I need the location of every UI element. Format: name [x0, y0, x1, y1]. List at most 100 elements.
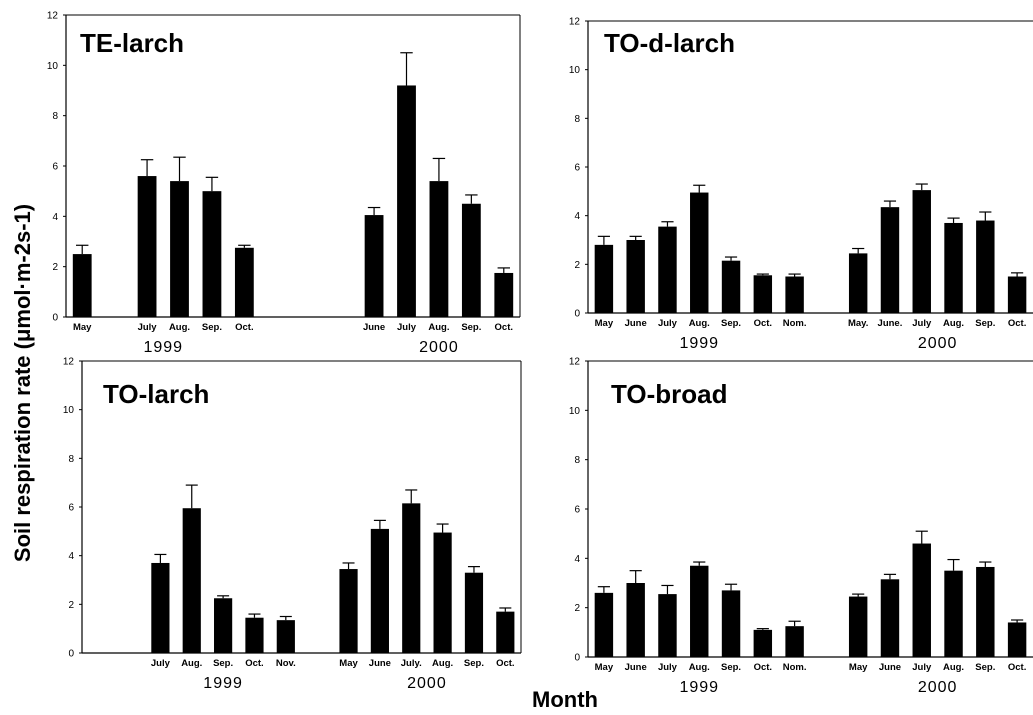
x-tick-label: Aug.	[943, 318, 964, 329]
x-tick-label: Nov.	[276, 658, 296, 669]
y-tick-label: 10	[569, 65, 581, 76]
x-tick-label: Oct.	[754, 318, 772, 329]
x-tick-label: July	[658, 318, 678, 329]
x-tick-label: May	[339, 658, 358, 669]
y-tick-label: 10	[63, 405, 75, 416]
x-tick-label: Sep.	[721, 318, 741, 329]
bar	[785, 626, 804, 657]
chart-panel: 0 2 4 6 8 10 12 July Aug. Sep. Oct. Nov. May June July…	[63, 357, 522, 692]
year-label: 1999	[679, 679, 719, 696]
bar	[214, 598, 233, 653]
y-tick-label: 10	[47, 61, 59, 72]
panel-title: TO-broad	[611, 379, 728, 409]
x-tick-label: May	[595, 318, 614, 329]
panel-title: TO-d-larch	[604, 28, 735, 58]
bar	[848, 253, 868, 313]
x-tick-label: June	[879, 662, 901, 673]
y-tick-label: 2	[52, 262, 58, 273]
year-label: 1999	[203, 675, 243, 692]
y-tick-label: 4	[574, 554, 580, 565]
x-tick-label: Sep.	[213, 658, 233, 669]
y-tick-label: 6	[574, 163, 580, 174]
x-tick-label: May.	[848, 318, 868, 329]
bar	[245, 617, 264, 653]
panel-title: TE-larch	[80, 28, 184, 58]
year-label: 1999	[143, 339, 183, 356]
bar	[721, 260, 741, 313]
x-tick-label: July	[912, 662, 932, 673]
y-tick-label: 10	[569, 406, 581, 417]
x-tick-label: July	[397, 322, 417, 333]
year-label: 2000	[918, 679, 958, 696]
bar	[594, 592, 614, 657]
bar	[72, 254, 92, 317]
chart-panel: 0 2 4 6 8 10 12 May June July Aug. Sep. Oct. Nom. May J…	[569, 357, 1033, 696]
x-tick-label: Oct.	[1008, 318, 1026, 329]
x-tick-label: May	[595, 662, 614, 673]
x-tick-label: Oct.	[754, 662, 772, 673]
bar	[182, 508, 201, 653]
bar	[785, 276, 804, 313]
x-tick-label: July	[658, 662, 678, 673]
x-tick-label: Aug.	[689, 318, 710, 329]
y-tick-label: 12	[63, 357, 75, 368]
bar	[690, 565, 709, 657]
y-tick-label: 4	[68, 551, 74, 562]
x-tick-label: Sep.	[975, 318, 995, 329]
y-tick-label: 6	[52, 162, 58, 173]
bar	[339, 569, 358, 653]
x-tick-label: July	[151, 658, 171, 669]
x-tick-label: June.	[878, 318, 903, 329]
bar	[397, 85, 416, 317]
chart-panel: 0 2 4 6 8 10 12 May June July Aug. Sep. Oct. Nom. May.…	[569, 17, 1033, 352]
y-tick-label: 12	[47, 11, 59, 22]
y-axis-title: Soil respiration rate (μmol·m-2s-1)	[10, 204, 35, 562]
chart-panel: 0 2 4 6 8 10 12 May July Aug. Sep. Oct. June July Aug.…	[47, 11, 521, 356]
x-tick-label: Aug.	[169, 322, 190, 333]
y-tick-label: 8	[68, 454, 74, 465]
year-label: 2000	[918, 335, 958, 352]
y-tick-label: 4	[52, 212, 58, 223]
y-tick-label: 0	[574, 653, 580, 664]
bar	[753, 275, 773, 313]
bar	[364, 215, 384, 317]
bar	[464, 572, 484, 653]
x-tick-label: May	[849, 662, 868, 673]
bar	[658, 226, 677, 313]
bar	[433, 532, 452, 653]
bar	[848, 596, 868, 657]
x-tick-label: June	[363, 322, 385, 333]
bar	[151, 562, 170, 653]
bar	[234, 247, 254, 317]
bar	[370, 528, 389, 653]
x-tick-label: Aug.	[428, 322, 449, 333]
year-label: 2000	[407, 675, 447, 692]
bar	[690, 192, 709, 313]
bar	[658, 594, 677, 657]
bar	[880, 579, 900, 657]
y-tick-label: 12	[569, 357, 581, 368]
x-tick-label: Oct.	[495, 322, 513, 333]
y-tick-label: 2	[574, 603, 580, 614]
y-tick-label: 2	[574, 260, 580, 271]
bar	[944, 222, 963, 313]
x-tick-label: Sep.	[975, 662, 995, 673]
x-tick-label: Aug.	[432, 658, 453, 669]
bar	[429, 181, 449, 317]
bar	[137, 176, 157, 317]
x-tick-label: Oct.	[235, 322, 253, 333]
year-label: 1999	[679, 335, 719, 352]
x-tick-label: Oct.	[1008, 662, 1026, 673]
x-axis-title: Month	[532, 687, 598, 712]
bar	[626, 240, 645, 313]
x-tick-label: Nom.	[783, 662, 807, 673]
bar	[626, 583, 645, 657]
bar	[1007, 622, 1027, 657]
x-tick-label: Oct.	[245, 658, 263, 669]
x-tick-label: Oct.	[496, 658, 514, 669]
bar	[976, 220, 995, 313]
x-tick-label: May	[73, 322, 92, 333]
x-tick-label: July	[912, 318, 932, 329]
bar	[202, 191, 222, 317]
bar	[976, 566, 995, 657]
